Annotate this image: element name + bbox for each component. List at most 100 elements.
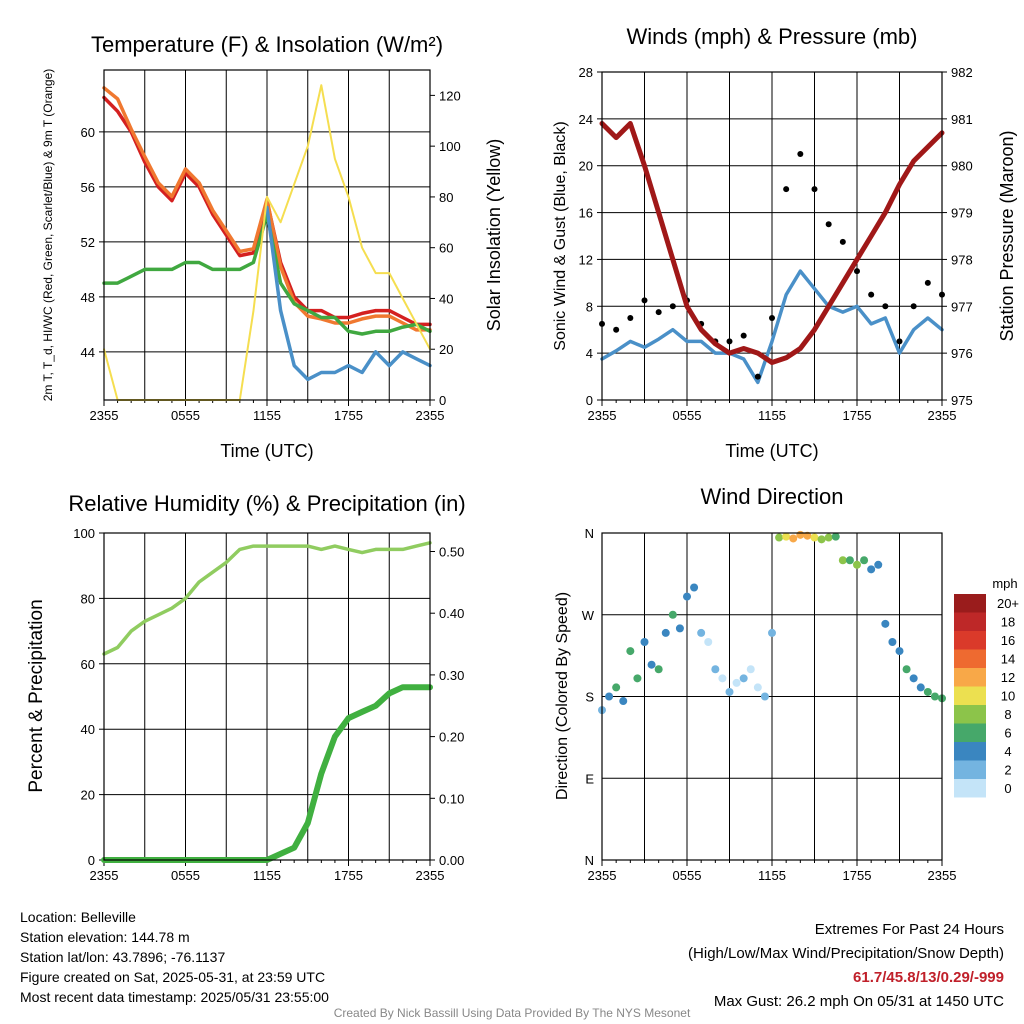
series-line (600, 269, 944, 385)
direction-point (874, 560, 883, 569)
x-tick-label: 2355 (90, 868, 119, 883)
plot-frame (601, 532, 943, 861)
gust-point (811, 186, 818, 193)
gust-point (783, 186, 790, 193)
y-axis-label: 2m T, T_d, HI/WC (Red, Green, Scarlet/Bl… (41, 69, 55, 402)
direction-point (888, 638, 897, 646)
gust-point (754, 373, 761, 380)
direction-point (746, 665, 755, 674)
direction-point (831, 532, 840, 541)
direction-point (895, 647, 904, 656)
direction-point (612, 683, 621, 692)
y-tick-label: 12 (579, 252, 593, 267)
x-tick-label: 2355 (416, 868, 445, 883)
station-latlon: Station lat/lon: 43.7896; -76.1137 (20, 949, 226, 965)
x-tick-label: 1755 (843, 408, 872, 423)
x-tick-label: 1155 (253, 868, 281, 883)
y-right-tick-label: 0.00 (439, 853, 464, 868)
gust-point (839, 238, 846, 245)
y-right-tick-label: 20 (439, 342, 453, 357)
direction-point (845, 556, 854, 565)
direction-point (711, 665, 720, 674)
y-tick-label: 28 (579, 65, 593, 80)
y-tick-label: 20 (579, 159, 593, 174)
direction-point (853, 560, 861, 569)
direction-point (824, 533, 833, 542)
y-tick-label: 4 (586, 346, 593, 361)
direction-point (838, 556, 847, 565)
gust-point (641, 297, 648, 304)
x-tick-label: 1755 (843, 868, 872, 883)
y-right-tick-label: 120 (439, 88, 461, 103)
direction-point (923, 687, 932, 696)
x-tick-label: 2355 (588, 868, 617, 883)
legend-label: 4 (1004, 744, 1011, 759)
y-tick-label: 100 (73, 526, 95, 541)
series-line (102, 541, 432, 656)
station-location: Location: Belleville (20, 909, 136, 925)
x-tick-label: 0555 (673, 868, 702, 883)
direction-point (881, 619, 890, 628)
direction-point (640, 638, 649, 646)
direction-point (605, 692, 614, 701)
direction-point (810, 533, 819, 542)
y-right-tick-label: 0.40 (439, 606, 464, 621)
recent-timestamp: Most recent data timestamp: 2025/05/31 2… (20, 989, 329, 1005)
legend-label: 14 (1001, 652, 1015, 667)
plot-frame (103, 69, 431, 401)
direction-point (690, 583, 699, 592)
direction-point (916, 683, 925, 692)
y-right-tick-label: 60 (439, 241, 453, 256)
y-tick-label: 0 (88, 853, 95, 868)
direction-point (725, 687, 734, 696)
x-tick-label: 2355 (928, 408, 957, 423)
gust-point (655, 309, 662, 316)
legend-swatch (954, 779, 986, 798)
gust-point (882, 303, 889, 310)
direction-point (654, 665, 663, 674)
x-tick-label: 1755 (334, 868, 363, 883)
panel-title: Relative Humidity (%) & Precipitation (i… (68, 491, 465, 516)
gust-point (726, 338, 733, 345)
legend-label: 6 (1004, 726, 1011, 741)
x-tick-label: 0555 (171, 868, 200, 883)
panel-title: Winds (mph) & Pressure (mb) (627, 24, 918, 49)
y-right-axis-label: Station Pressure (Maroon) (997, 130, 1017, 341)
panel-title: Temperature (F) & Insolation (W/m²) (91, 32, 443, 57)
x-tick-label: 2355 (928, 868, 957, 883)
max-gust: Max Gust: 26.2 mph On 05/31 at 1450 UTC (713, 993, 1004, 1010)
y-axis-label: Percent & Precipitation (26, 599, 47, 792)
x-axis-label: Time (UTC) (220, 441, 313, 461)
y-axis-label: Sonic Wind & Gust (Blue, Black) (552, 121, 569, 350)
legend-label: 0 (1004, 781, 1011, 796)
direction-point (789, 534, 798, 543)
gust-point (910, 303, 917, 310)
y-right-tick-label: 0.20 (439, 730, 464, 745)
extremes-values: 61.7/45.8/13/0.29/-999 (853, 969, 1004, 986)
legend-swatch (954, 668, 986, 687)
direction-point (626, 647, 635, 656)
direction-point (718, 674, 727, 683)
y-right-tick-label: 976 (951, 346, 973, 361)
legend-label: 8 (1004, 707, 1011, 722)
y-right-tick-label: 982 (951, 65, 973, 80)
station-info: Location: Belleville Station elevation: … (20, 907, 329, 1007)
legend-swatch (954, 760, 986, 779)
gust-point (769, 315, 775, 321)
legend-label: 12 (1001, 670, 1015, 685)
direction-point (704, 638, 713, 646)
plot-frame (601, 71, 943, 401)
y-right-tick-label: 0 (439, 393, 446, 408)
legend-swatch (954, 742, 986, 761)
gust-point (896, 338, 903, 345)
direction-point (697, 628, 706, 637)
direction-point (675, 624, 684, 633)
y-tick-label: E (585, 771, 594, 786)
y-right-tick-label: 980 (951, 159, 973, 174)
legend-label: 2 (1004, 763, 1011, 778)
y-right-tick-label: 979 (951, 206, 973, 221)
direction-point (867, 565, 876, 574)
y-axis-label: Direction (Colored By Speed) (554, 592, 571, 800)
gust-point (627, 315, 634, 321)
legend-label: 20+ (997, 596, 1019, 611)
